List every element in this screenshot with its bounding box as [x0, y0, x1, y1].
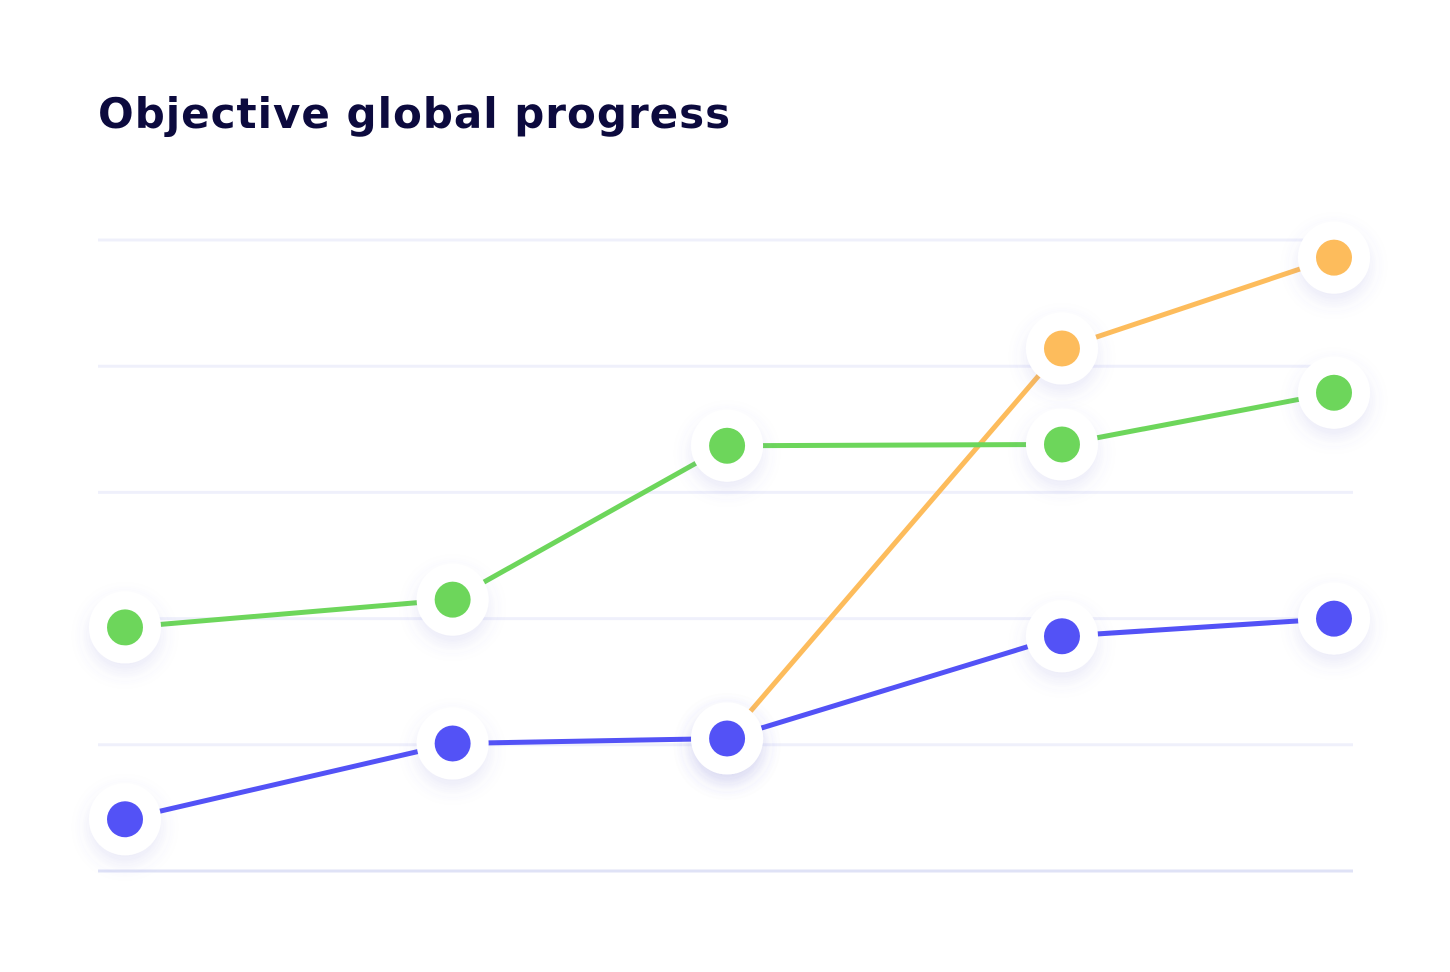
data-point: [1316, 239, 1352, 276]
data-point: [107, 801, 143, 838]
markers: [89, 221, 1370, 856]
data-point: [1316, 374, 1352, 411]
data-point: [709, 427, 746, 464]
data-point: [1316, 600, 1352, 637]
chart-title: Objective global progress: [98, 89, 731, 138]
data-point: [709, 720, 746, 757]
grid: [98, 238, 1353, 873]
data-point: [1043, 330, 1080, 367]
data-point: [434, 725, 471, 762]
series-line: [724, 255, 1337, 741]
data-point: [1043, 426, 1080, 463]
data-point: [1043, 618, 1080, 655]
data-point: [434, 581, 471, 618]
data-point: [107, 609, 143, 646]
